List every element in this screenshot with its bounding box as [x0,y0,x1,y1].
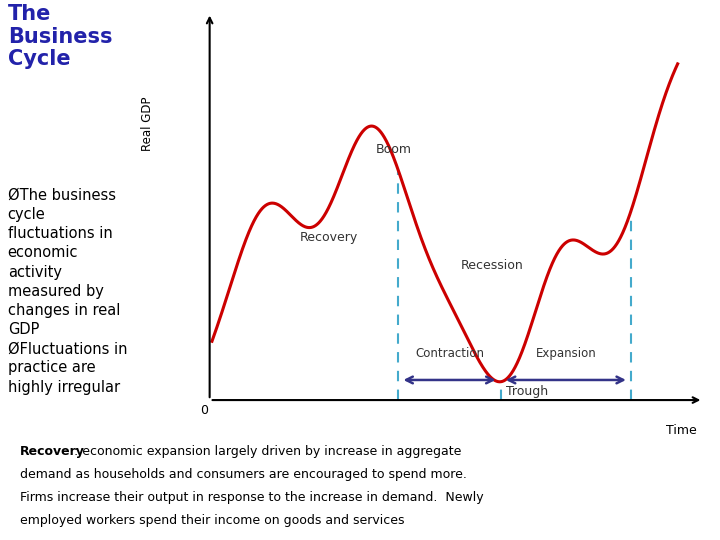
Text: employed workers spend their income on goods and services: employed workers spend their income on g… [20,514,405,528]
Text: Real GDP: Real GDP [140,97,154,151]
Text: Trough: Trough [506,386,549,399]
Text: ØFluctuations in
practice are
highly irregular: ØFluctuations in practice are highly irr… [8,341,127,395]
Text: Firms increase their output in response to the increase in demand.  Newly: Firms increase their output in response … [20,491,483,504]
Text: Recovery: Recovery [20,446,85,458]
Text: Contraction: Contraction [415,347,484,360]
Text: Recession: Recession [461,259,524,272]
Text: Expansion: Expansion [536,347,596,360]
Text: Time: Time [665,424,696,437]
Text: ØThe business
cycle
fluctuations in
economic
activity
measured by
changes in rea: ØThe business cycle fluctuations in econ… [8,188,120,337]
Text: demand as households and consumers are encouraged to spend more.: demand as households and consumers are e… [20,468,467,481]
Text: Recovery: Recovery [300,231,358,244]
Text: Boom: Boom [376,143,412,156]
Text: The
Business
Cycle: The Business Cycle [8,4,112,69]
Text: : economic expansion largely driven by increase in aggregate: : economic expansion largely driven by i… [74,446,462,458]
Text: 0: 0 [200,404,208,417]
